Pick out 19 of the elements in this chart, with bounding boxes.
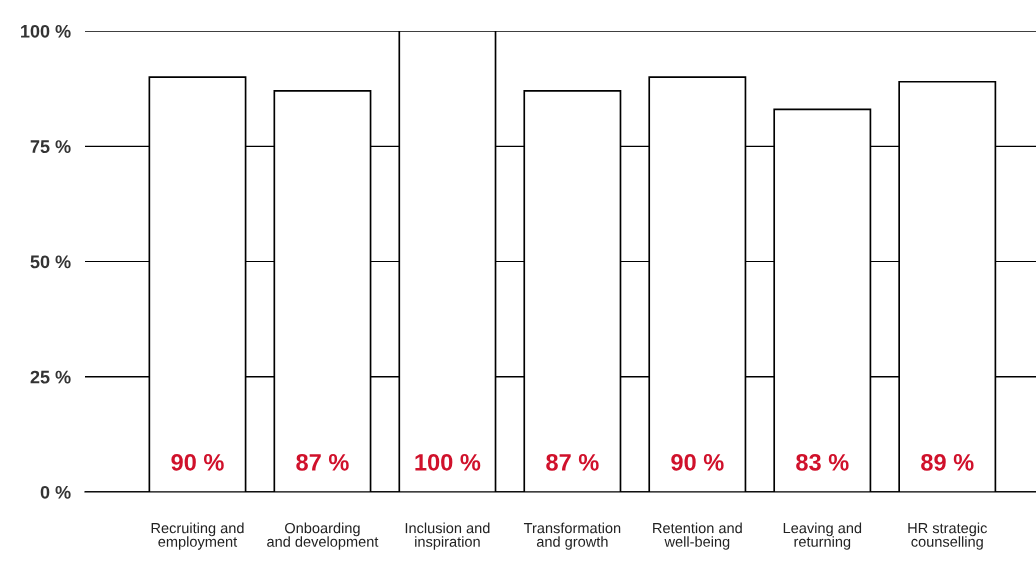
y-tick-label: 0 % <box>40 485 71 499</box>
y-tick-label: 75 % <box>30 140 71 153</box>
data-label: 90 % <box>671 453 724 471</box>
x-tick-label: Recruiting and employment <box>151 522 244 550</box>
x-tick-label: Retention and well-being <box>653 522 742 550</box>
y-tick-label: 50 % <box>30 255 71 269</box>
x-tick-label: Leaving and returning <box>783 522 862 550</box>
data-label: 87 % <box>546 453 599 471</box>
x-tick-label: HR strategic counselling <box>908 522 987 550</box>
x-tick-label: Transformation and growth <box>523 522 621 550</box>
data-label: 100 % <box>415 453 481 471</box>
data-label: 90 % <box>171 453 224 471</box>
x-tick-label: Inclusion and inspiration <box>405 522 490 550</box>
y-tick-label: 25 % <box>30 370 71 384</box>
data-label: 83 % <box>796 453 849 471</box>
y-tick-label: 100 % <box>21 24 71 38</box>
data-label: 89 % <box>921 453 974 471</box>
data-label: 87 % <box>296 453 349 471</box>
x-tick-label: Onboarding and development <box>267 522 379 550</box>
